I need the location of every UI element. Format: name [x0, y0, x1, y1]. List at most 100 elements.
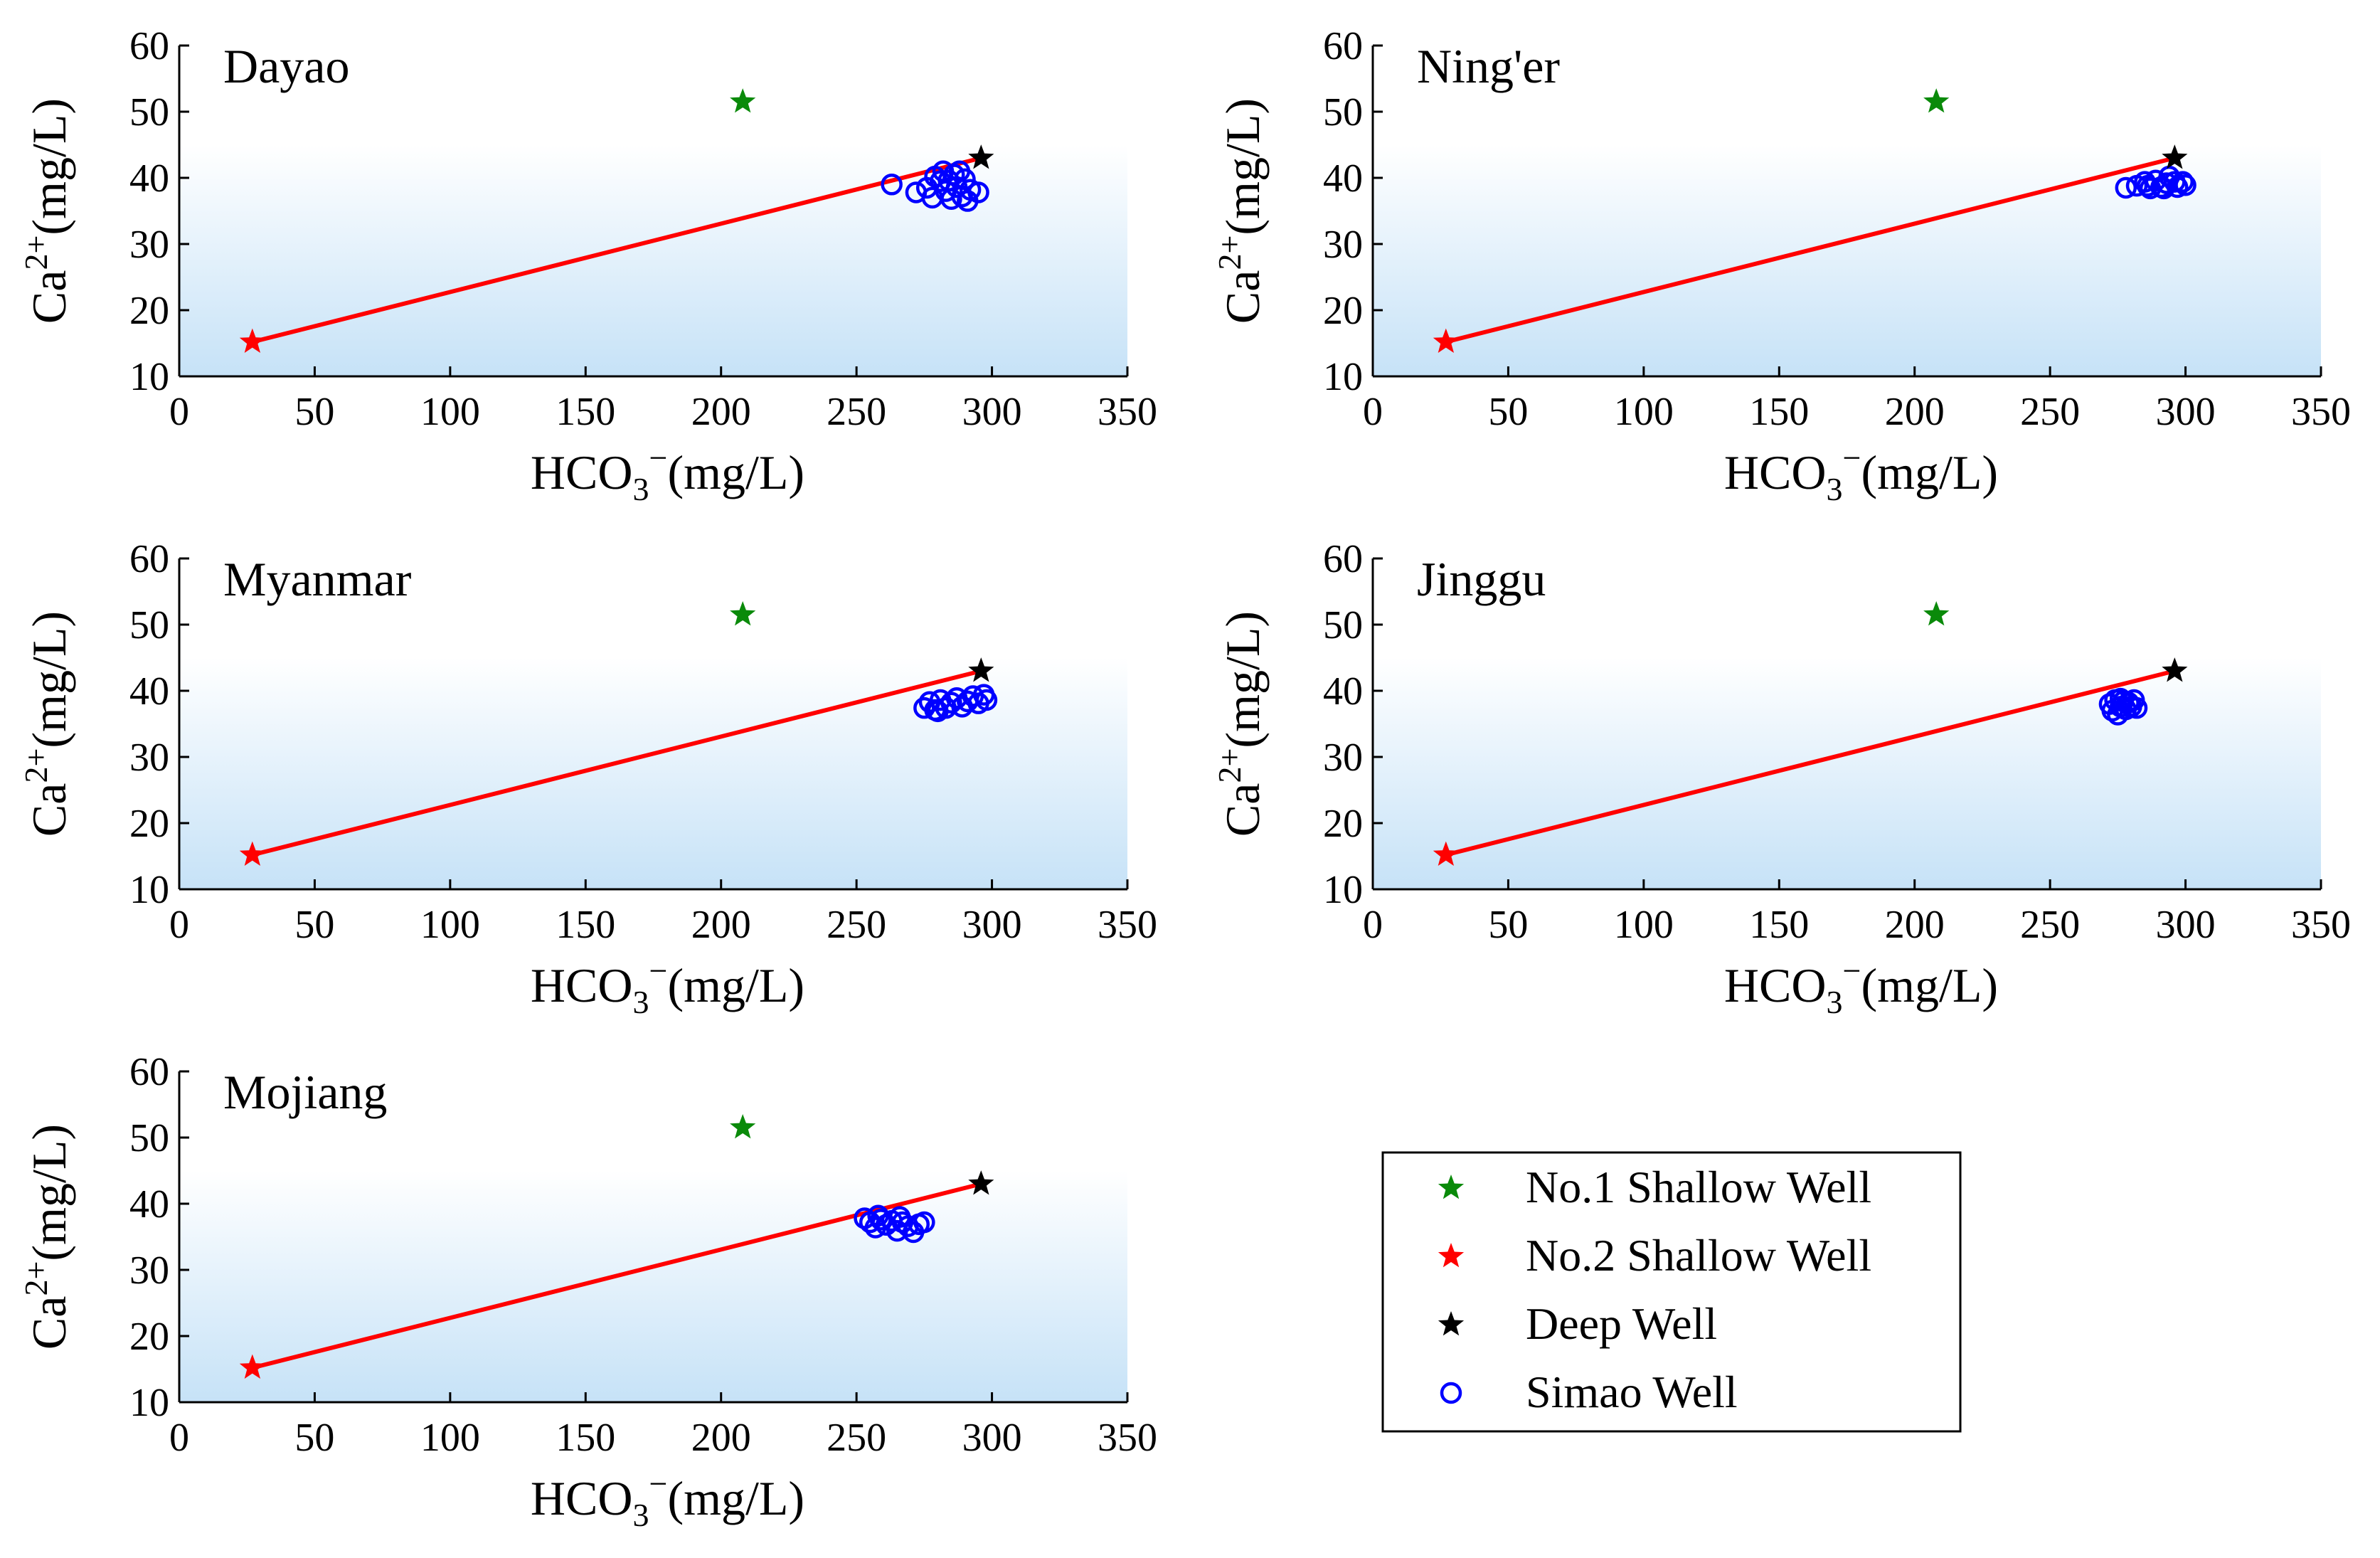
y-tick-label: 50: [1323, 90, 1363, 134]
mixing-line: [1445, 156, 2176, 344]
shallow2-star: [239, 841, 265, 866]
simao-point: [921, 186, 944, 209]
simao-point: [2115, 176, 2137, 199]
x-tick-label: 50: [294, 390, 334, 434]
x-axis-label: HCO3−(mg/L): [1724, 440, 1998, 507]
x-axis-label: HCO3−(mg/L): [531, 1466, 804, 1533]
legend-star-icon: [1438, 1243, 1465, 1268]
shallow1-star: [730, 601, 756, 626]
simao-point: [2166, 176, 2189, 198]
panel-title: Mojiang: [223, 1065, 387, 1119]
legend-entry-shallow1: No.1 Shallow Well: [1438, 1162, 1871, 1212]
y-tick-label: 50: [1323, 603, 1363, 647]
y-tick-label: 20: [129, 1315, 169, 1359]
y-tick-label: 30: [129, 736, 169, 780]
mixing-line: [252, 156, 982, 344]
chart-panel-0: 0 50 100 150 200 250 300 350 10 20 30 40 50 60 Dayao HC…: [18, 24, 1157, 507]
background-band: [1373, 657, 2321, 889]
x-tick-label: 0: [169, 1416, 189, 1460]
chart-panel-3: 0 50 100 150 200 250 300 350 10 20 30 40 50 60 Jinggu H…: [1211, 537, 2351, 1020]
y-tick-label: 40: [1323, 669, 1363, 714]
x-tick-label: 100: [420, 903, 480, 947]
x-tick-label: 250: [2020, 390, 2080, 434]
y-tick-label: 10: [1323, 355, 1363, 399]
deep-star: [968, 657, 994, 682]
x-tick-label: 300: [2156, 390, 2216, 434]
y-tick-label: 60: [129, 537, 169, 581]
panel-title: Myanmar: [223, 552, 412, 606]
shallow1-star: [1923, 601, 1950, 626]
y-tick-label: 60: [129, 24, 169, 68]
simao-point: [2137, 174, 2159, 197]
deep-star: [968, 1170, 994, 1195]
x-tick-label: 300: [962, 1416, 1022, 1460]
x-tick-label: 200: [691, 1416, 751, 1460]
legend-star: [1438, 1243, 1465, 1268]
y-tick-label: 40: [129, 157, 169, 201]
x-tick-label: 250: [827, 390, 886, 434]
shallow1-star: [730, 88, 756, 113]
shallow2-star: [239, 1354, 265, 1379]
x-tick-label: 150: [1749, 390, 1809, 434]
x-tick-label: 50: [294, 903, 334, 947]
mixing-line: [1445, 669, 2176, 857]
y-tick-label: 60: [1323, 537, 1363, 581]
y-tick-label: 10: [129, 355, 169, 399]
simao-point: [2152, 177, 2175, 200]
legend-label: No.1 Shallow Well: [1526, 1162, 1871, 1212]
simao-point: [888, 1206, 911, 1228]
y-axis-label: Ca2+(mg/L): [1211, 611, 1270, 837]
x-tick-label: 200: [691, 903, 751, 947]
chart-panel-1: 0 50 100 150 200 250 300 350 10 20 30 40 50 60 Ning'er…: [1211, 24, 2351, 507]
x-tick-label: 50: [1488, 903, 1528, 947]
y-tick-label: 30: [1323, 736, 1363, 780]
y-tick-label: 40: [129, 1182, 169, 1226]
simao-point: [2174, 174, 2196, 196]
x-tick-label: 100: [420, 390, 480, 434]
y-tick-label: 10: [129, 868, 169, 912]
deep-star: [2162, 657, 2188, 682]
x-tick-label: 50: [1488, 390, 1528, 434]
y-tick-label: 30: [129, 223, 169, 267]
simao-point: [967, 181, 989, 203]
y-axis-label: Ca2+(mg/L): [18, 1124, 76, 1350]
x-tick-label: 100: [1614, 903, 1674, 947]
x-tick-label: 350: [2291, 390, 2351, 434]
panel-title: Dayao: [223, 39, 349, 93]
y-tick-label: 50: [129, 90, 169, 134]
x-tick-label: 150: [1749, 903, 1809, 947]
y-axis-label: Ca2+(mg/L): [18, 98, 76, 324]
x-tick-label: 150: [556, 1416, 615, 1460]
deep-star: [968, 144, 994, 169]
x-tick-label: 250: [2020, 903, 2080, 947]
legend-star-icon: [1438, 1175, 1465, 1199]
y-tick-label: 50: [129, 1116, 169, 1160]
x-tick-label: 100: [420, 1416, 480, 1460]
legend-open-circle-icon: [1440, 1382, 1462, 1404]
y-tick-label: 60: [1323, 24, 1363, 68]
simao-point: [2125, 696, 2148, 719]
x-tick-label: 200: [691, 390, 751, 434]
legend: No.1 Shallow Well No.2 Shallow Well Deep…: [1381, 1151, 1962, 1433]
legend-circle: [1440, 1382, 1462, 1404]
x-tick-label: 0: [1363, 390, 1383, 434]
y-axis-label: Ca2+(mg/L): [1211, 98, 1270, 324]
x-axis-label: HCO3−(mg/L): [531, 440, 804, 507]
x-tick-label: 300: [2156, 903, 2216, 947]
legend-star: [1438, 1311, 1465, 1336]
x-tick-label: 300: [962, 390, 1022, 434]
shallow2-star: [1433, 328, 1459, 353]
y-tick-label: 20: [1323, 802, 1363, 846]
shallow1-star: [730, 1114, 756, 1139]
shallow2-star: [239, 328, 265, 353]
x-tick-label: 200: [1885, 390, 1945, 434]
simao-point: [927, 700, 949, 723]
x-tick-label: 350: [1098, 903, 1157, 947]
shallow2-star: [1433, 841, 1459, 866]
x-tick-label: 0: [169, 390, 189, 434]
y-tick-label: 10: [129, 1381, 169, 1425]
x-tick-label: 150: [556, 903, 615, 947]
y-tick-label: 20: [129, 802, 169, 846]
background-band: [179, 1170, 1127, 1402]
